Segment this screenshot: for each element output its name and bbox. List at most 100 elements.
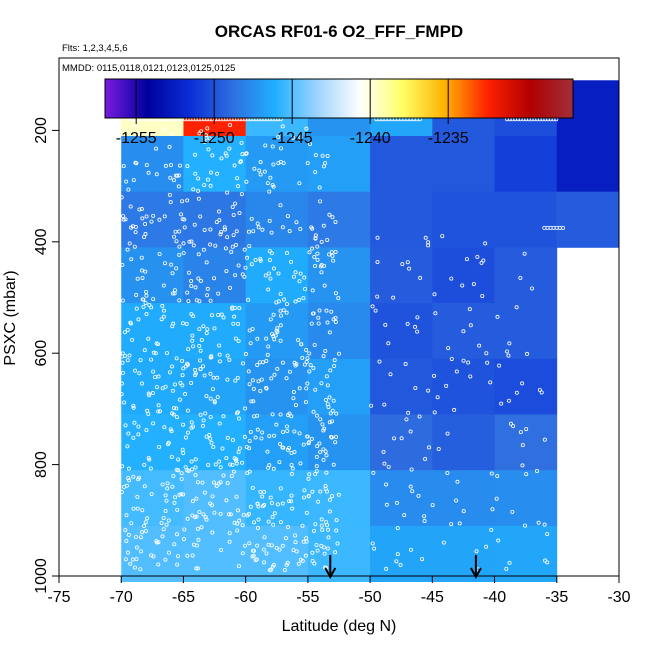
colorbar-tick-label: -1240: [350, 130, 391, 147]
sample-point: [126, 532, 131, 537]
sample-point: [140, 530, 145, 535]
sample-point: [296, 337, 301, 342]
sample-point: [259, 377, 264, 382]
sample-point: [233, 336, 238, 341]
sample-point: [506, 353, 511, 358]
sample-point: [325, 320, 330, 325]
sample-point: [314, 455, 319, 460]
sample-point: [269, 543, 274, 548]
sample-point: [292, 429, 297, 434]
sample-point: [270, 331, 275, 336]
sample-point: [191, 344, 196, 349]
sample-point: [167, 144, 172, 149]
sample-point: [164, 498, 169, 503]
sample-point: [285, 560, 290, 565]
sample-point: [185, 553, 190, 558]
sample-point: [194, 298, 199, 303]
sample-point: [175, 554, 180, 559]
sample-point: [292, 360, 297, 365]
sample-point: [144, 293, 149, 298]
sample-point: [136, 317, 141, 322]
sample-point: [399, 436, 404, 441]
sample-point: [406, 410, 411, 415]
sample-point: [319, 523, 324, 528]
sample-point: [423, 235, 428, 240]
sample-point: [202, 490, 207, 495]
sample-point: [137, 207, 142, 212]
sample-point: [182, 217, 187, 222]
sample-point: [331, 398, 336, 403]
sample-point: [260, 360, 265, 365]
arrow-head: [470, 567, 482, 580]
sample-point: [484, 351, 489, 356]
heatmap-cell: [494, 358, 558, 415]
sample-point: [196, 276, 201, 281]
sample-point: [407, 266, 412, 271]
sample-point: [330, 494, 335, 499]
sample-point: [134, 545, 139, 550]
sample-point: [446, 346, 451, 351]
x-tick-label: -70: [110, 589, 133, 606]
sample-point: [334, 518, 339, 523]
sample-point: [190, 467, 195, 472]
sample-point: [254, 557, 259, 562]
sample-point: [233, 273, 238, 278]
sample-point: [297, 279, 302, 284]
sample-point: [174, 266, 179, 271]
sample-point: [311, 409, 316, 414]
sample-point: [286, 445, 291, 450]
sample-point: [282, 297, 287, 302]
sample-point: [260, 494, 265, 499]
sample-point: [237, 210, 242, 215]
sample-point: [131, 474, 136, 479]
sample-point: [239, 140, 244, 145]
sample-point: [196, 252, 201, 257]
sample-point: [175, 532, 180, 537]
sample-point: [256, 225, 261, 230]
sample-point: [229, 474, 234, 479]
sample-point: [142, 462, 147, 467]
sample-point: [236, 564, 241, 569]
sample-point: [131, 506, 136, 511]
sample-point: [373, 308, 378, 313]
sample-point: [225, 435, 230, 440]
sample-point: [227, 357, 232, 362]
sample-point: [289, 451, 294, 456]
sample-point: [466, 360, 471, 365]
sample-point: [162, 261, 167, 266]
heatmap-cells: [121, 80, 620, 582]
heatmap-cell: [307, 470, 371, 527]
heatmap-cell: [245, 525, 309, 582]
sample-point: [247, 438, 252, 443]
sample-point: [278, 323, 283, 328]
sample-point: [160, 482, 165, 487]
sample-point: [243, 406, 248, 411]
sample-point: [236, 263, 241, 268]
sample-point: [235, 528, 240, 533]
sample-point: [291, 274, 296, 279]
sample-point: [193, 171, 198, 176]
sample-point: [214, 483, 219, 488]
heatmap-cell: [556, 191, 620, 248]
sample-point: [278, 146, 283, 151]
sample-point: [127, 478, 132, 483]
sample-point: [240, 523, 245, 528]
heatmap-cell: [432, 470, 495, 527]
x-axis: -75 -70 -65 -60 -55 -50 -45 -40 -35 -30: [47, 576, 631, 606]
sample-point: [518, 275, 523, 280]
sample-point: [132, 420, 137, 425]
sample-point: [297, 386, 302, 391]
sample-point: [293, 533, 298, 538]
sample-point: [302, 488, 307, 493]
sample-point: [255, 336, 260, 341]
sample-point: [162, 425, 167, 430]
sample-point: [444, 383, 449, 388]
x-tick-label: -55: [296, 589, 319, 606]
sample-point: [242, 247, 247, 252]
sample-point: [185, 290, 190, 295]
sample-point: [314, 542, 319, 547]
sample-point: [394, 559, 399, 564]
sample-point: [232, 520, 237, 525]
sample-point: [236, 508, 241, 513]
sample-point: [176, 457, 181, 462]
